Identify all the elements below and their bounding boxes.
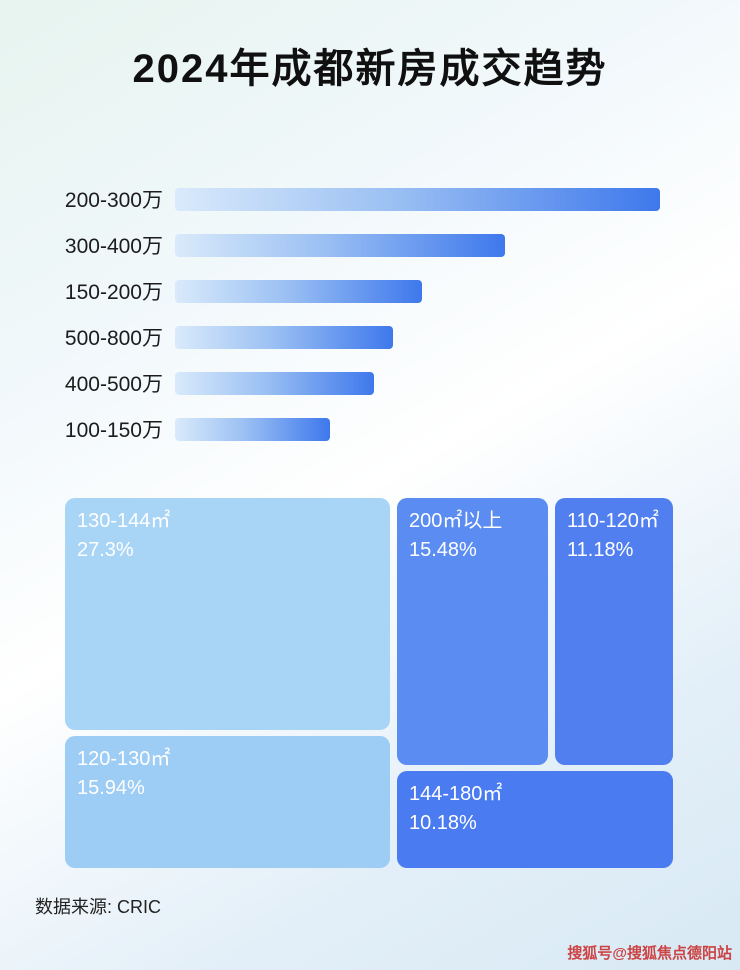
bar-track — [175, 279, 660, 303]
block-label: 120-130㎡ — [77, 748, 171, 770]
data-source: 数据来源: CRIC — [35, 897, 161, 917]
block-value: 10.18% — [409, 812, 477, 834]
bar-label: 200-300万 — [64, 189, 163, 212]
bar-row: 400-500万 — [0, 360, 740, 406]
bar-row: 150-200万 — [0, 268, 740, 314]
treemap-block-120-130: 120-130㎡ 15.94% — [65, 736, 390, 868]
bar-row: 100-150万 — [0, 406, 740, 452]
treemap-block-110-120: 110-120㎡ 11.18% — [555, 498, 673, 765]
page-title: 2024年成都新房成交趋势 — [132, 47, 608, 91]
bar — [175, 187, 660, 211]
bar-label: 400-500万 — [64, 373, 163, 396]
bar-track — [175, 371, 660, 395]
treemap: 130-144㎡ 27.3% 200㎡以上 15.48% 110-120㎡ 11… — [65, 498, 673, 868]
bar-track — [175, 325, 660, 349]
bar — [175, 279, 423, 303]
block-label: 144-180㎡ — [409, 783, 503, 805]
block-value: 15.48% — [409, 539, 477, 561]
bar — [175, 233, 505, 257]
bar-label: 100-150万 — [64, 419, 163, 442]
block-label: 110-120㎡ — [567, 510, 659, 532]
block-label: 200㎡以上 — [409, 510, 503, 532]
bar — [175, 417, 331, 441]
bar-row: 200-300万 — [0, 176, 740, 222]
treemap-block-130-144: 130-144㎡ 27.3% — [65, 498, 390, 730]
bar-chart: 200-300万 300-400万 150-200万 500-800万 400-… — [0, 176, 740, 452]
bar-track — [175, 187, 660, 211]
bar-track — [175, 417, 660, 441]
block-value: 11.18% — [567, 539, 634, 561]
block-value: 15.94% — [77, 777, 145, 799]
bar-label: 300-400万 — [64, 235, 163, 258]
bar-row: 500-800万 — [0, 314, 740, 360]
block-value: 27.3% — [77, 539, 134, 561]
treemap-block-200-plus: 200㎡以上 15.48% — [397, 498, 548, 765]
bar-label: 500-800万 — [64, 327, 163, 350]
bar-track — [175, 233, 660, 257]
bar-label: 150-200万 — [64, 281, 163, 304]
bar — [175, 371, 374, 395]
treemap-block-144-180: 144-180㎡ 10.18% — [397, 771, 673, 868]
watermark: 搜狐号@搜狐焦点德阳站 — [567, 945, 732, 962]
bar — [175, 325, 394, 349]
block-label: 130-144㎡ — [77, 510, 171, 532]
bar-row: 300-400万 — [0, 222, 740, 268]
